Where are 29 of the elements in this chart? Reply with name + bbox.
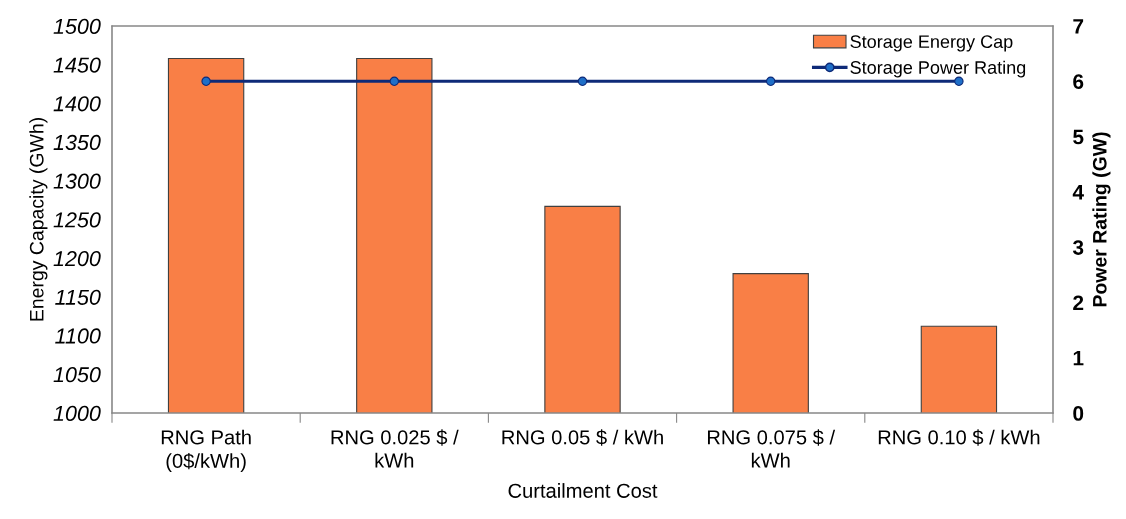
x-tick-label: RNG Path (0$/kWh)	[161, 429, 251, 472]
y2-tick-label: 6	[1073, 74, 1084, 90]
y-tick-label: 1050	[53, 367, 101, 383]
y-tick-label: 1100	[55, 328, 101, 344]
x-axis-title: Curtailment Cost	[508, 483, 658, 498]
y-tick-label: 1500	[53, 18, 101, 35]
y-tick-label: 1000	[53, 405, 101, 422]
y2-tick-label: 2	[1073, 295, 1084, 310]
y-tick-label: 1400	[53, 96, 101, 112]
legend-label: Storage Power Rating	[850, 60, 1026, 78]
y-tick-label: 1250	[53, 212, 101, 228]
y2-tick-label: 4	[1072, 185, 1084, 200]
x-tick-label: RNG 0.05 $ / kWh	[502, 429, 663, 446]
y-tick-label: 1200	[53, 250, 101, 267]
x-tick-label: RNG 0.075 $ / kWh	[707, 429, 836, 468]
y2-tick-label: 1	[1073, 350, 1084, 366]
y-tick-label: 1150	[55, 289, 101, 305]
legend-label: Storage Energy Cap	[850, 35, 1013, 52]
y2-tick-label: 3	[1072, 240, 1084, 255]
y-tick-label: 1300	[53, 173, 101, 189]
y-axis-title: Energy Capacity (GWh)	[29, 118, 48, 321]
y2-tick-label: 5	[1073, 129, 1084, 145]
y-tick-label: 1350	[53, 134, 101, 151]
x-tick-label: RNG 0.10 $ / kWh	[878, 429, 1040, 446]
y2-axis-title: Power Rating (GW)	[1092, 132, 1111, 307]
y2-tick-label: 0	[1073, 406, 1084, 421]
y-tick-label: 1450	[53, 57, 101, 73]
x-tick-label: RNG 0.025 $ / kWh	[331, 429, 459, 468]
y2-tick-label: 7	[1073, 19, 1084, 34]
